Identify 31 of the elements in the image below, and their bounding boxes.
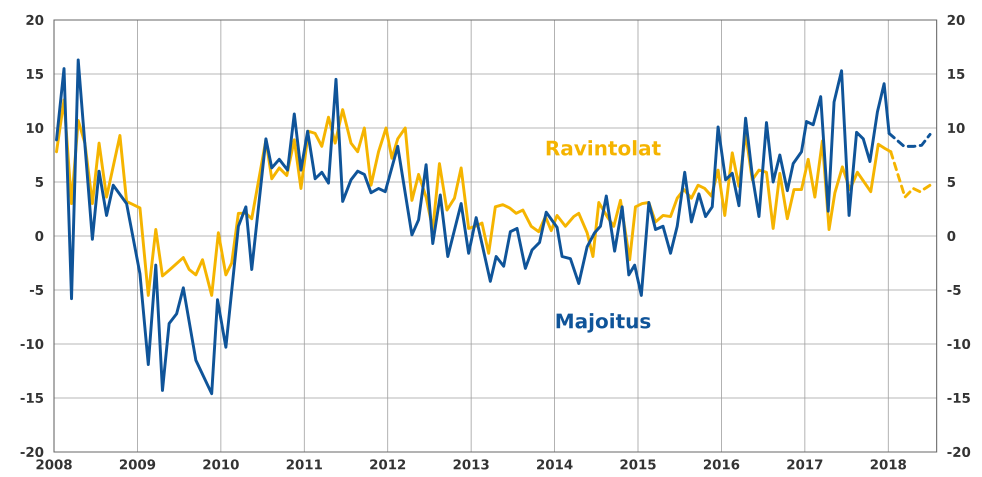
y-tick-label: -5: [30, 285, 44, 295]
x-tick-label: 2016: [704, 459, 740, 470]
y2-tick-label: 20: [948, 14, 965, 26]
y-tick-label: -10: [20, 338, 44, 350]
series-label: Majoitus: [556, 313, 650, 333]
text: Ravintolat: [546, 140, 661, 156]
x-tick-label: 2008: [36, 459, 72, 470]
y2-tick-label: 15: [948, 69, 964, 79]
x-tick-label: 2013: [454, 459, 489, 470]
y-tick-label: 0: [35, 230, 44, 242]
y2-tick-label: 10: [948, 122, 965, 134]
y-tick-label: 10: [26, 122, 44, 134]
y2-tick-label: -10: [947, 338, 970, 350]
y-tick-label: -20: [20, 446, 44, 458]
x-tick-label: 2012: [370, 459, 406, 470]
y2-tick-label: 5: [948, 177, 956, 187]
y-tick-label: 5: [36, 177, 44, 187]
y2-tick-label: -5: [947, 285, 961, 295]
x-tick-label: 2011: [286, 459, 322, 470]
x-tick-label: 2014: [537, 459, 573, 470]
x-tick-label: 2009: [120, 459, 156, 470]
y-tick-label: 15: [26, 69, 44, 79]
x-tick-label: 2017: [787, 459, 822, 470]
x-tick-label: 2010: [203, 459, 239, 470]
y-tick-label: 20: [26, 14, 44, 26]
y2-tick-label: -15: [947, 393, 970, 403]
y2-tick-label: -20: [947, 446, 970, 458]
x-tick-label: 2015: [620, 459, 656, 470]
y-tick-label: -15: [20, 393, 44, 403]
y2-tick-label: 0: [947, 230, 956, 242]
x-tick-label: 2018: [870, 459, 906, 470]
